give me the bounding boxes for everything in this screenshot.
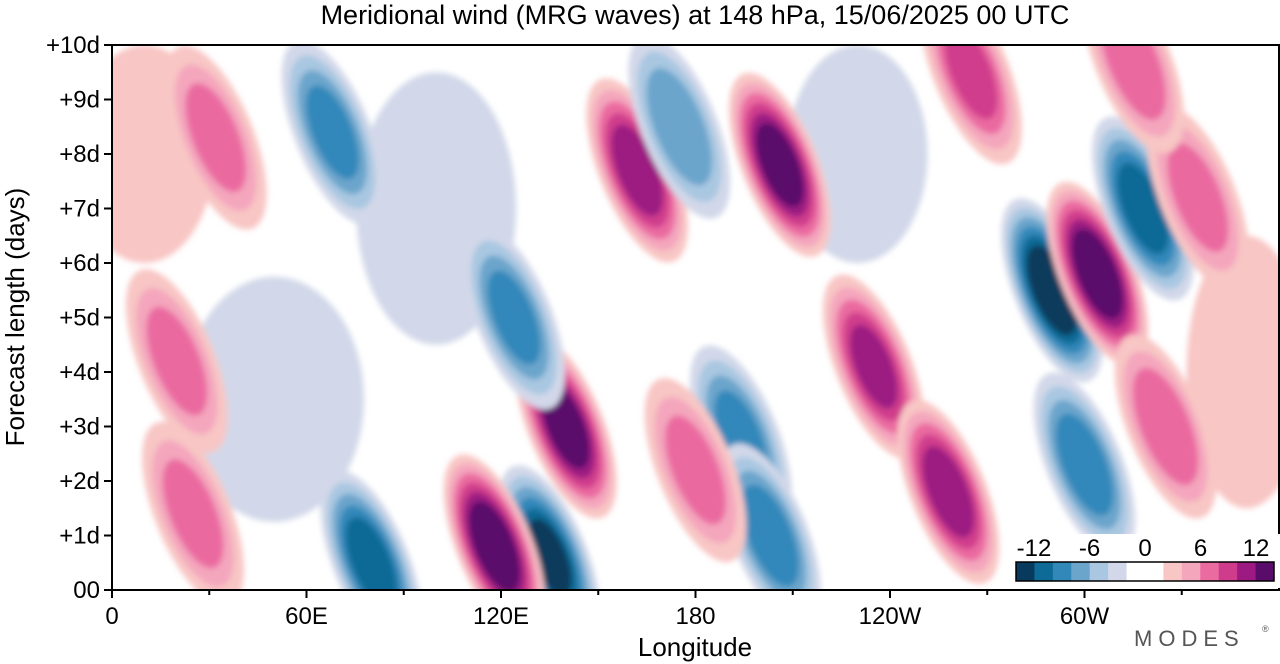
- contour-blob: [665, 415, 726, 525]
- colorbar-swatch: [1016, 562, 1035, 581]
- contour-blob: [922, 446, 975, 538]
- colorbar-swatch: [1052, 562, 1072, 581]
- background-band: [184, 276, 365, 522]
- contour-blob: [1100, 45, 1166, 120]
- colorbar-tick-label: 6: [1194, 535, 1207, 562]
- x-tick-label: 60E: [285, 603, 328, 630]
- contour-blob: [1055, 413, 1114, 516]
- contour-blob: [1077, 238, 1118, 310]
- contour-blob: [1132, 367, 1199, 486]
- x-tick-label: 60W: [1060, 603, 1110, 630]
- colorbar-swatch: [1089, 562, 1109, 581]
- modes-logo: MODES: [1134, 626, 1245, 651]
- x-axis-label: Longitude: [638, 632, 752, 662]
- contour-blob: [306, 85, 359, 180]
- y-tick-label: +7d: [59, 196, 100, 223]
- colorbar-swatch: [1108, 562, 1128, 581]
- contour-blob: [146, 306, 208, 416]
- contour-blob: [646, 68, 713, 186]
- contour-blob: [474, 510, 515, 583]
- chart-title: Meridional wind (MRG waves) at 148 hPa, …: [321, 0, 1070, 30]
- contour-blob: [1167, 143, 1229, 253]
- colorbar-swatch: [1200, 562, 1220, 581]
- y-tick-label: +8d: [59, 141, 100, 168]
- y-tick-label: +4d: [59, 359, 100, 386]
- colorbar-tick-label: -12: [1017, 535, 1052, 562]
- y-tick-label: 00: [73, 577, 100, 604]
- colorbar-swatch: [1126, 562, 1146, 581]
- colorbar-swatch: [1181, 562, 1201, 581]
- contour-blob: [850, 324, 898, 409]
- x-tick-label: 120E: [473, 603, 529, 630]
- contour-blob: [611, 124, 663, 217]
- contour-blob: [741, 484, 799, 587]
- x-tick-label: 120W: [859, 603, 922, 630]
- y-axis-label: Forecast length (days): [0, 188, 30, 447]
- colorbar-frame: [1015, 561, 1275, 582]
- x-axis: 0 60E 120E 180 120W 60W: [105, 590, 1183, 630]
- colorbar-tick-label: 0: [1138, 535, 1151, 562]
- colorbar-tick-label: -6: [1079, 535, 1100, 562]
- x-tick-label: 0: [105, 603, 118, 630]
- x-tick-label: 180: [675, 603, 715, 630]
- colorbar-swatch: [1237, 562, 1257, 581]
- y-tick-label: +3d: [59, 414, 100, 441]
- contour-blob: [487, 270, 541, 365]
- y-axis: 00 +1d +2d +3d +4d +5d +6d +7d +8d +9d +10d: [46, 32, 112, 604]
- contour-blob: [756, 122, 804, 207]
- contour-blob: [944, 45, 998, 120]
- colorbar-swatch: [1071, 562, 1091, 581]
- colorbar-swatch: [1218, 562, 1238, 581]
- contour-blob: [162, 459, 224, 569]
- contour-blob: [527, 518, 572, 590]
- y-tick-label: +2d: [59, 468, 100, 495]
- contour-blob: [185, 83, 247, 193]
- y-tick-label: +5d: [59, 305, 100, 332]
- y-tick-label: +6d: [59, 250, 100, 277]
- y-tick-label: +10d: [46, 32, 100, 59]
- contour-blob: [1031, 254, 1073, 326]
- registered-mark: ®: [1262, 624, 1269, 634]
- colorbar-swatch: [1145, 562, 1164, 581]
- colorbar-swatch: [1034, 562, 1054, 581]
- contour-blob: [1117, 162, 1169, 255]
- colorbar-tick-label: 12: [1243, 535, 1270, 562]
- field-layer: [112, 45, 1279, 590]
- contour-blob: [345, 516, 398, 590]
- colorbar-swatch: [1255, 562, 1275, 581]
- colorbar: -12 -6 0 6 12: [1010, 534, 1280, 588]
- colorbar-swatch: [1163, 562, 1183, 581]
- y-tick-label: +1d: [59, 523, 100, 550]
- y-tick-label: +9d: [59, 87, 100, 114]
